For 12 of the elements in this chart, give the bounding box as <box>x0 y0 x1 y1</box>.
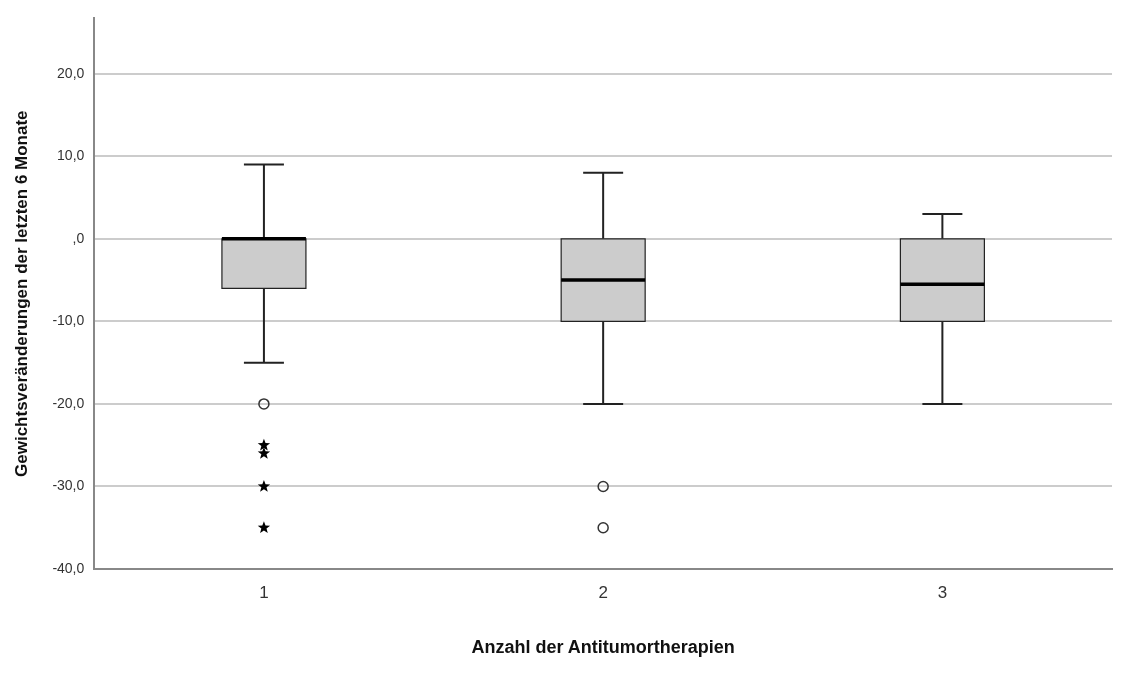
x-tick-label: 1 <box>259 582 269 602</box>
y-tick-label: 20,0 <box>57 64 85 81</box>
y-axis-title: Gewichtsveränderungen der letzten 6 Monate <box>11 110 31 477</box>
y-tick-label: -20,0 <box>52 394 85 411</box>
y-tick-label: -10,0 <box>52 312 85 329</box>
x-tick-label: 2 <box>598 582 608 602</box>
y-tick-label: -40,0 <box>52 559 85 576</box>
y-tick-label: ,0 <box>72 229 85 246</box>
y-tick-label: 10,0 <box>57 147 85 164</box>
x-tick-label: 3 <box>937 582 948 602</box>
y-tick-label: -30,0 <box>52 477 85 494</box>
x-axis-title: Anzahl der Antitumortherapien <box>471 637 735 658</box>
